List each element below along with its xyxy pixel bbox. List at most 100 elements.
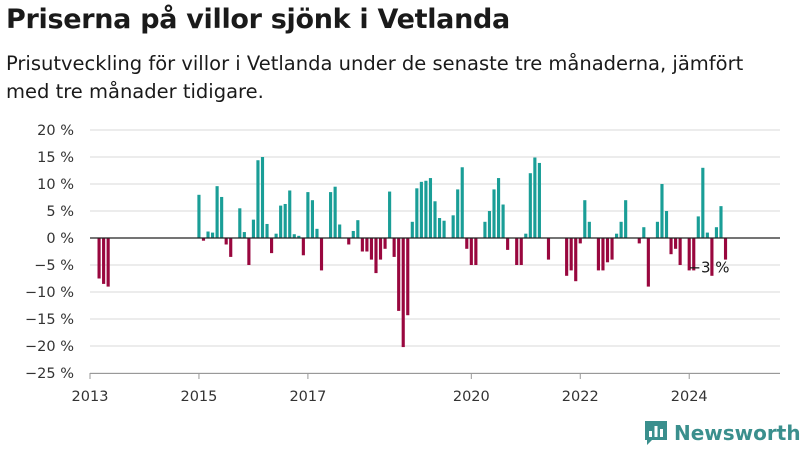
bar [251,219,255,238]
bar [519,238,523,265]
bar [619,221,623,238]
bar [378,238,383,260]
bar [433,201,437,238]
bar [574,238,578,282]
bar [279,205,283,238]
bar [256,160,260,238]
bar [97,238,101,279]
bar [705,232,709,238]
bar [701,167,705,238]
bar [528,173,532,238]
bar [696,216,700,238]
bar [437,218,442,238]
bar [270,238,274,254]
bar [533,157,537,238]
x-tick-label: 2017 [289,389,326,405]
bar [333,186,337,238]
bar [306,192,310,238]
bar [692,238,696,271]
y-tick-label: 20 % [37,123,74,139]
bar [655,221,660,238]
bar [388,191,392,238]
bar [723,238,728,260]
bar [687,238,691,271]
bar [624,200,628,238]
bar [601,238,605,271]
bar [451,215,455,238]
bar [565,238,569,276]
logo-text: Newsworthy [674,421,800,445]
bar [301,238,305,256]
bar [374,238,378,274]
bar [347,238,351,245]
y-tick-label: −25 % [25,366,74,382]
bar [587,221,591,238]
bar [206,231,210,238]
bar [369,238,374,260]
bar [406,238,410,316]
bar [215,186,219,238]
bar [319,238,324,271]
x-tick-label: 2015 [180,389,217,405]
bar [220,196,224,238]
bar [424,180,428,238]
bar [546,238,551,260]
bar [710,238,714,276]
bar [664,211,669,238]
bar [578,238,582,244]
bar [383,238,387,249]
newsworthy-logo: Newsworthy [644,418,800,448]
bar [506,238,510,250]
x-tick-label: 2022 [562,389,599,405]
bar [229,238,233,257]
bar [283,203,287,238]
bar [397,238,401,311]
bar [242,232,246,238]
bar [487,211,492,238]
bar [496,178,501,238]
bar [714,227,719,238]
chart-subtitle: Prisutveckling för villor i Vetlanda und… [6,52,744,103]
bar [674,238,678,249]
y-tick-label: −15 % [25,312,74,328]
bar [515,238,519,265]
bar [338,224,342,238]
bar [265,223,269,238]
bar [102,238,106,284]
bar [274,233,278,238]
bar [456,189,460,238]
newsworthy-chart-icon [645,421,667,445]
y-tick-label: 0 % [46,231,74,247]
bar [260,157,265,238]
bar [197,194,201,238]
bar [610,238,614,260]
x-tick-label: 2013 [72,389,109,405]
bar [210,232,215,238]
bar [501,204,505,238]
bar [474,238,478,265]
y-tick-label: 15 % [37,150,74,166]
y-tick-label: −10 % [25,285,74,301]
bar [351,230,355,238]
bar [537,162,541,238]
bar [428,178,433,238]
bar [678,238,682,265]
bar [615,233,619,238]
bar [492,189,496,238]
bar [356,220,360,238]
bar [483,221,487,238]
y-tick-label: −5 % [34,258,74,274]
bar [315,228,319,238]
bar [106,238,110,287]
bar [401,238,405,348]
bar [660,184,664,238]
bar [569,238,573,271]
bar [669,238,673,255]
bar [297,235,301,238]
bar [224,238,228,245]
bar [596,238,600,271]
bar [360,238,364,252]
bar [288,190,292,238]
chart-title: Priserna på villor sjönk i Vetlanda [6,4,510,35]
